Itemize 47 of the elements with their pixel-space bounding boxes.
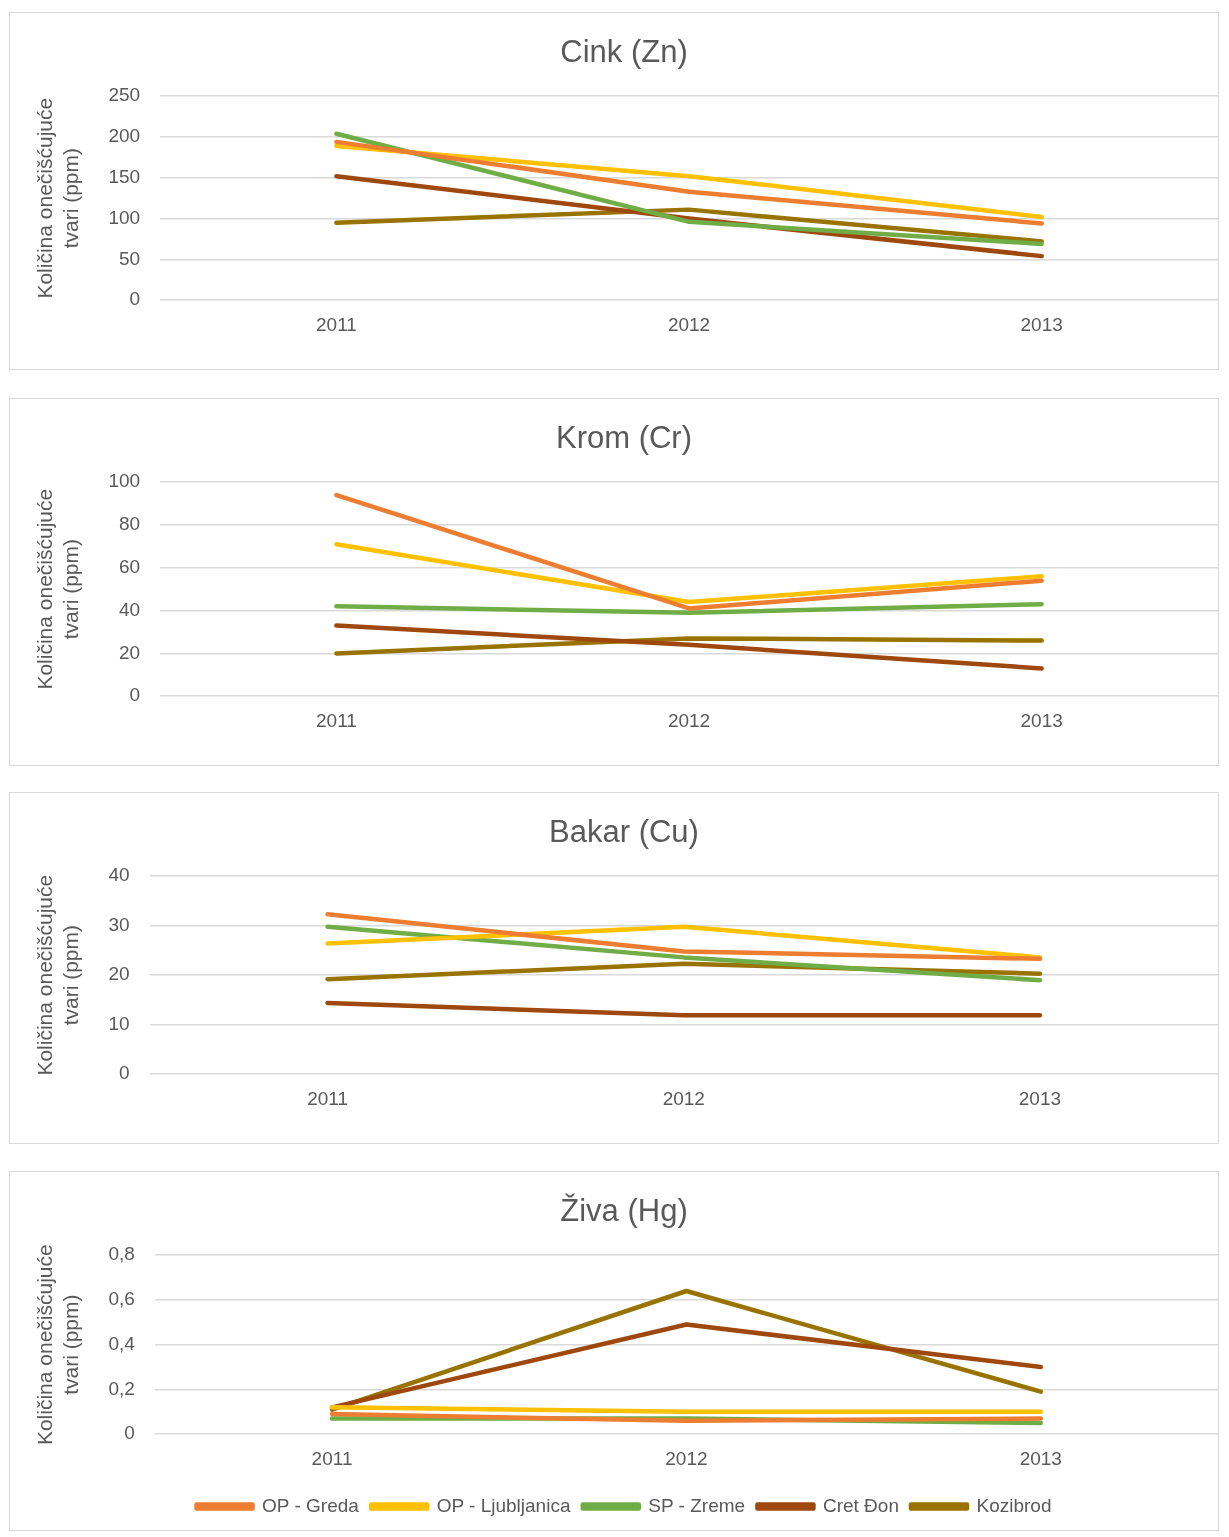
y-axis-title: Količina onečišćujuće tvari (ppm) [33,1244,82,1446]
x-tick-label: 2013 [1018,1087,1062,1109]
x-tick-label: 2013 [1019,1447,1062,1469]
y-tick-label: 0,6 [108,1288,135,1310]
x-tick-label: 2011 [311,1447,353,1469]
y-axis-title: Količina onečišćujuće tvari (ppm) [33,97,82,299]
x-tick-label: 2013 [1020,709,1063,731]
y-tick-label: 0,2 [108,1377,135,1399]
y-tick-label: 250 [108,84,141,106]
legend-label: Kozibrod [976,1494,1052,1516]
chart-title: Bakar (Cu) [549,814,699,850]
y-tick-label: 60 [118,556,141,578]
chart-title: Cink (Zn) [560,34,688,70]
y-tick-label: 100 [108,206,141,228]
y-axis-title: Količina onečišćujuće tvari (ppm) [33,488,82,690]
y-tick-label: 50 [118,247,141,269]
x-tick-label: 2012 [665,1447,708,1469]
x-tick-label: 2011 [315,313,357,335]
y-tick-label: 0 [129,684,141,706]
chart-title: Krom (Cr) [555,420,693,456]
chart-title: Živa (Hg) [560,1193,688,1229]
y-tick-label: 20 [118,641,141,663]
y-tick-label: 0,4 [108,1332,136,1354]
x-tick-label: 2012 [662,1087,705,1109]
y-tick-label: 20 [108,963,130,985]
legend-label: OP - Ljubljanica [436,1494,571,1516]
x-tick-label: 2012 [667,313,711,335]
y-tick-label: 30 [108,913,130,935]
legend-label: OP - Greda [262,1494,360,1516]
y-tick-label: 80 [118,513,141,535]
y-tick-label: 100 [108,470,141,492]
x-tick-label: 2012 [667,709,711,731]
x-tick-label: 2011 [315,709,357,731]
y-axis-title: Količina onečišćujuće tvari (ppm) [33,874,82,1076]
y-tick-label: 0 [118,1062,130,1084]
y-tick-label: 40 [118,598,141,620]
y-tick-label: 0 [124,1422,135,1444]
y-tick-label: 0 [129,288,141,310]
x-tick-label: 2013 [1020,313,1063,335]
legend-label: Cret Đon [822,1494,899,1516]
legend-label: SP - Zreme [648,1494,746,1516]
y-tick-label: 40 [108,864,130,886]
y-tick-label: 0,8 [108,1243,135,1265]
x-tick-label: 2011 [307,1087,349,1109]
y-tick-label: 10 [108,1012,130,1034]
y-tick-label: 150 [108,166,141,188]
y-tick-label: 200 [108,125,141,147]
